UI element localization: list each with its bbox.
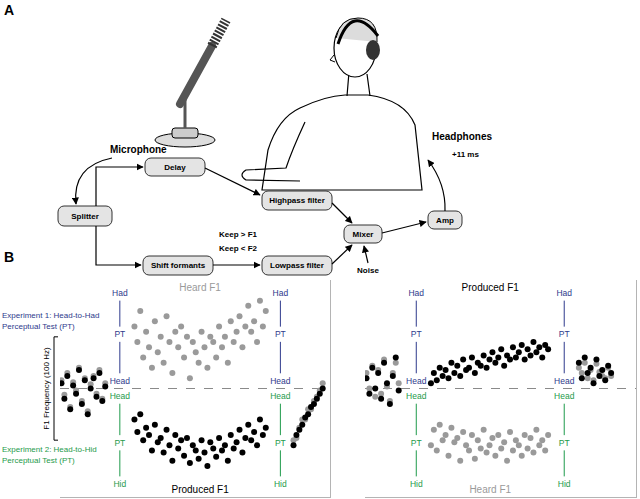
svg-text:A: A [4, 2, 14, 18]
svg-text:Shift formants: Shift formants [151, 261, 206, 270]
svg-text:Splitter: Splitter [71, 212, 99, 221]
svg-text:PT: PT [275, 329, 286, 339]
svg-text:Microphone: Microphone [110, 144, 167, 155]
svg-text:Perceptual Test (PT): Perceptual Test (PT) [2, 456, 75, 465]
svg-text:Head: Head [270, 376, 291, 386]
svg-text:Hid: Hid [274, 479, 287, 489]
svg-text:Head: Head [554, 391, 575, 401]
svg-text:Head: Head [110, 391, 131, 401]
svg-text:PT: PT [559, 438, 570, 448]
svg-text:PT: PT [411, 329, 422, 339]
svg-text:Had: Had [556, 288, 572, 298]
svg-text:Hid: Hid [558, 479, 571, 489]
svg-text:Keep < F2: Keep < F2 [219, 244, 258, 253]
svg-text:Heard F1: Heard F1 [469, 484, 511, 495]
svg-text:B: B [4, 249, 14, 265]
svg-text:Produced F1: Produced F1 [462, 282, 520, 293]
svg-text:Head: Head [110, 376, 131, 386]
svg-text:Head: Head [270, 391, 291, 401]
svg-text:Delay: Delay [164, 163, 186, 172]
svg-text:Experiment 1: Head-to-Had: Experiment 1: Head-to-Had [2, 311, 99, 320]
svg-text:PT: PT [114, 329, 125, 339]
svg-text:Had: Had [273, 288, 289, 298]
svg-text:Had: Had [408, 288, 424, 298]
svg-text:Mixer: Mixer [353, 230, 374, 239]
svg-text:Headphones: Headphones [432, 131, 492, 142]
svg-text:Head: Head [406, 391, 427, 401]
svg-text:Perceptual Test (PT): Perceptual Test (PT) [2, 322, 75, 331]
svg-text:Heard F1: Heard F1 [179, 282, 221, 293]
svg-text:Head: Head [554, 376, 575, 386]
svg-text:Head: Head [406, 376, 427, 386]
svg-text:Hid: Hid [410, 479, 423, 489]
svg-text:Highpass filter: Highpass filter [269, 196, 325, 205]
svg-text:PT: PT [411, 438, 422, 448]
svg-text:+11 ms: +11 ms [452, 150, 479, 159]
svg-text:Had: Had [112, 288, 128, 298]
svg-text:Noise: Noise [357, 266, 379, 275]
svg-text:Produced F1: Produced F1 [171, 484, 229, 495]
svg-text:PT: PT [114, 438, 125, 448]
svg-text:Keep > F1: Keep > F1 [219, 230, 258, 239]
svg-text:PT: PT [275, 438, 286, 448]
svg-text:Experiment 2: Head-to-Hid: Experiment 2: Head-to-Hid [2, 445, 97, 454]
svg-text:Amp: Amp [436, 216, 454, 225]
svg-text:PT: PT [559, 329, 570, 339]
svg-text:Hid: Hid [113, 479, 126, 489]
svg-text:F1 Frequency (100 Hz): F1 Frequency (100 Hz) [42, 347, 51, 430]
svg-text:Lowpass filter: Lowpass filter [270, 261, 324, 270]
